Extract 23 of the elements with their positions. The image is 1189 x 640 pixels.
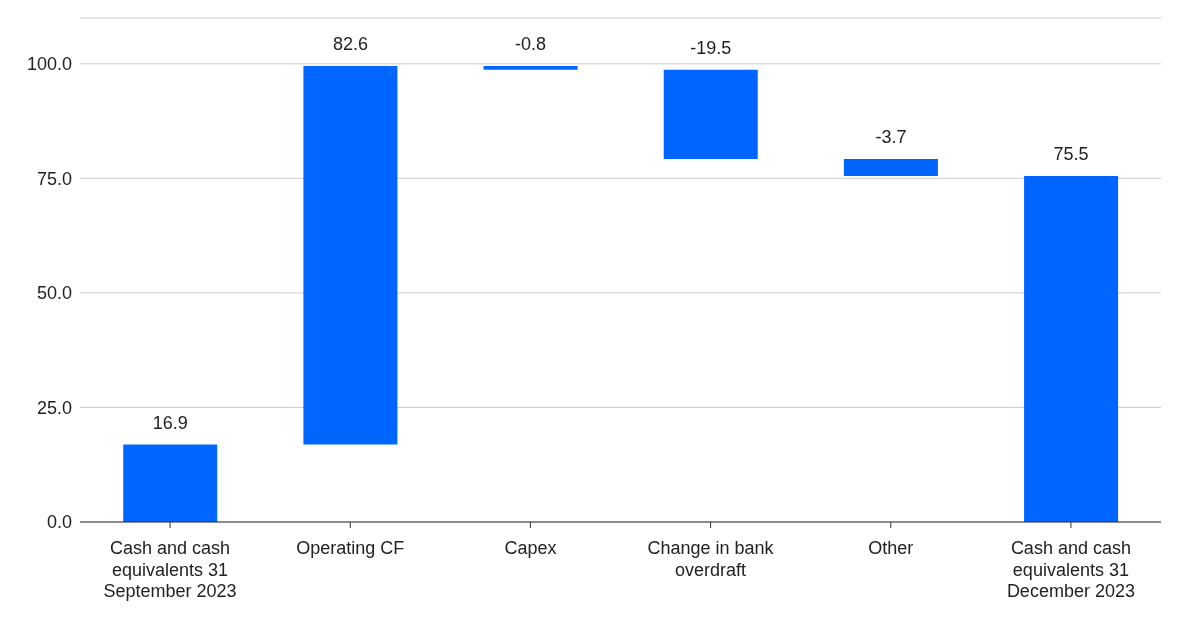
x-tick-label: Change in bank overdraft (647, 538, 775, 580)
data-label: 75.5 (1053, 144, 1089, 165)
data-label: -3.7 (875, 127, 907, 148)
y-tick-label: 100.0 (26, 54, 72, 75)
bar (123, 444, 218, 522)
x-tick-label: Other (868, 538, 914, 559)
data-label: 16.9 (152, 412, 188, 433)
bar (483, 66, 578, 70)
bar (663, 69, 758, 160)
data-label: -0.8 (515, 34, 547, 55)
x-tick-label: Operating CF (296, 538, 405, 559)
bar (1024, 176, 1119, 522)
bar (303, 66, 398, 445)
x-tick-label: Cash and cash equivalents 31 December 2023 (1006, 538, 1135, 602)
y-tick-label: 25.0 (36, 397, 72, 418)
y-tick-label: 75.0 (36, 168, 72, 189)
y-tick-label: 50.0 (36, 283, 72, 304)
x-tick-label: Cash and cash equivalents 31 September 2023 (103, 538, 237, 602)
y-tick-label: 0.0 (46, 512, 72, 533)
x-tick-label: Capex (504, 538, 557, 559)
bar (843, 159, 938, 177)
data-label: -19.5 (690, 37, 732, 58)
data-label: 82.6 (332, 34, 368, 55)
